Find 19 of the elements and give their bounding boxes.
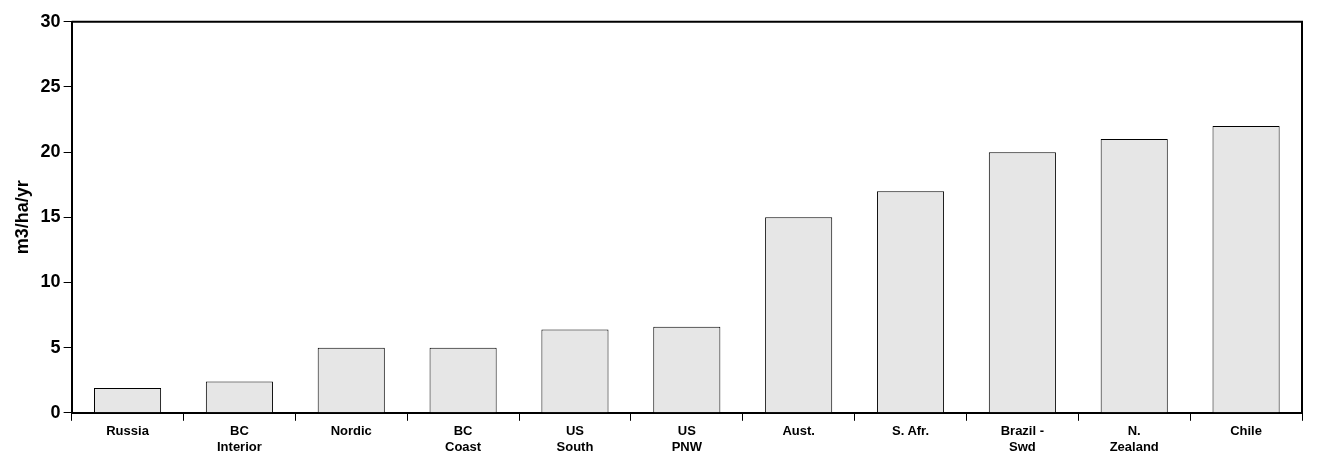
y-tick-label: 25: [40, 75, 61, 96]
x-tick-label: N. Zealand: [1109, 423, 1159, 454]
x-tick-label: US South: [556, 423, 594, 454]
y-tick-label: 10: [40, 271, 61, 292]
x-tick-label: BC Coast: [445, 423, 482, 454]
y-axis-title: m3/ha/yr: [11, 180, 32, 255]
x-tick-label: Aust.: [782, 423, 815, 439]
y-tick-label: 30: [40, 10, 61, 31]
y-tick-label: 5: [50, 336, 61, 357]
x-tick-label: US PNW: [671, 423, 703, 454]
x-tick-label: S. Afr.: [891, 423, 930, 439]
y-tick-label: 20: [40, 141, 61, 162]
x-tick-label: Nordic: [330, 423, 372, 439]
y-tick-label: 0: [50, 401, 61, 422]
x-tick-label: BC Interior: [217, 423, 262, 454]
y-tick-label: 15: [40, 206, 61, 227]
x-tick-label: Brazil - Swd: [1000, 423, 1045, 454]
x-tick-label: Russia: [106, 423, 150, 439]
x-tick-label: Chile: [1230, 423, 1262, 439]
